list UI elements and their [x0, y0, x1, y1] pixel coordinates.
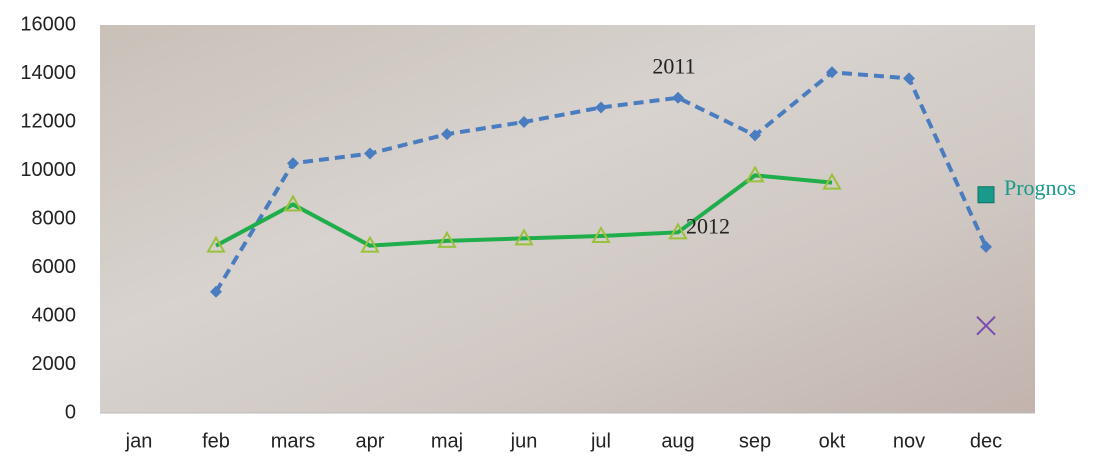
y-tick-label: 4000	[32, 304, 77, 326]
point	[206, 235, 226, 253]
x-tick-label: sep	[739, 430, 771, 452]
x-tick-label: feb	[202, 430, 230, 452]
point	[441, 128, 453, 141]
x-tick-label: nov	[893, 430, 925, 452]
point	[672, 91, 684, 104]
series-line	[215, 173, 833, 248]
y-tick-label: 2000	[32, 353, 77, 375]
point	[360, 235, 380, 253]
x-tick-label: okt	[819, 430, 846, 452]
y-tick-label: 16000	[20, 13, 76, 35]
x-tick-label: jan	[125, 430, 153, 452]
point	[668, 222, 688, 240]
point	[822, 172, 842, 190]
point	[283, 194, 303, 212]
series-label: Prognos	[1004, 175, 1076, 200]
x-tick-label: maj	[431, 430, 463, 452]
point	[595, 101, 607, 114]
y-tick-label: 12000	[20, 110, 76, 132]
point	[745, 165, 765, 183]
y-tick-label: 10000	[20, 159, 76, 181]
point	[903, 72, 915, 85]
y-tick-label: 8000	[32, 207, 77, 229]
x-tick-label: apr	[356, 430, 385, 452]
x-tick-label: jun	[510, 430, 538, 452]
point	[976, 315, 996, 336]
y-tick-label: 0	[65, 401, 76, 423]
x-tick-label: jul	[590, 430, 611, 452]
point	[977, 186, 995, 204]
series-line	[214, 70, 988, 293]
point	[437, 230, 457, 248]
point	[210, 285, 222, 298]
point	[518, 116, 530, 128]
point	[980, 240, 992, 253]
point	[749, 129, 761, 142]
point	[826, 66, 838, 79]
y-tick-label: 14000	[20, 62, 76, 84]
x-tick-label: mars	[271, 430, 315, 452]
x-tick-label: dec	[970, 430, 1002, 452]
x-tick-label: aug	[661, 430, 694, 452]
series-label: 2012	[686, 214, 730, 239]
point	[364, 147, 376, 160]
point	[591, 225, 611, 243]
y-tick-label: 6000	[32, 256, 77, 278]
point	[287, 157, 299, 170]
series-label: 2011	[652, 54, 695, 79]
point	[514, 228, 534, 246]
plot-background	[100, 25, 1035, 413]
